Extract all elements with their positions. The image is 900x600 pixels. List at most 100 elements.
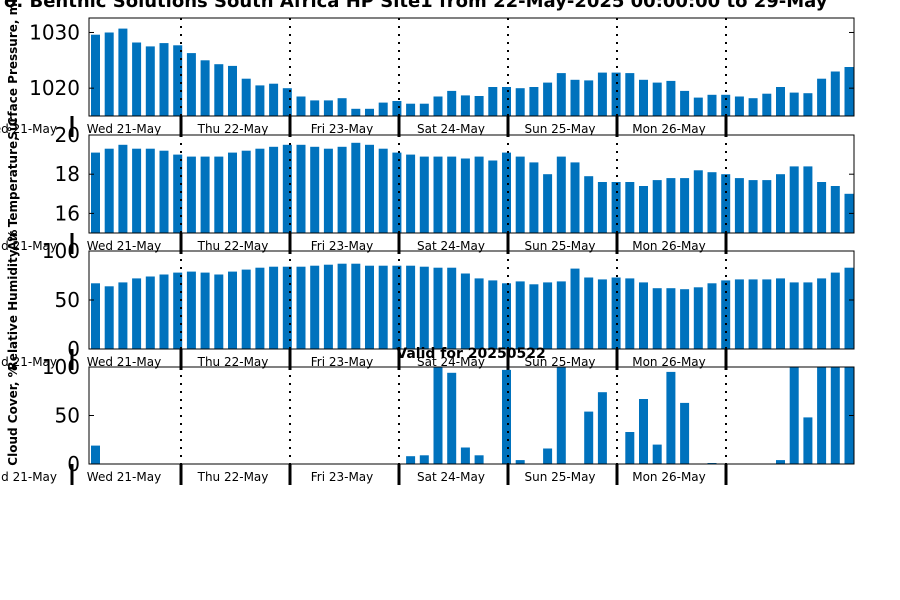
bar xyxy=(406,456,416,464)
bar xyxy=(474,96,484,116)
bar xyxy=(639,186,648,233)
bar xyxy=(145,148,155,233)
bar xyxy=(597,72,607,116)
bar xyxy=(214,274,224,349)
bar xyxy=(529,162,539,233)
bar xyxy=(844,267,854,349)
x-tick-label: Fri 23-May xyxy=(311,239,374,253)
bar xyxy=(639,79,648,116)
bar xyxy=(666,80,676,116)
bar xyxy=(666,288,676,349)
bar xyxy=(488,87,498,116)
bar xyxy=(173,154,183,233)
bar xyxy=(460,95,470,116)
y-tick-label: 20 xyxy=(55,123,80,147)
bar xyxy=(570,79,580,116)
bar xyxy=(652,82,662,116)
figure-title: o. Benthic Solutions South Africa HP Sit… xyxy=(4,0,828,12)
bar xyxy=(310,146,320,233)
bar xyxy=(406,265,416,349)
bar xyxy=(556,73,566,116)
bar xyxy=(652,180,662,233)
bar xyxy=(296,144,306,233)
bar xyxy=(597,279,607,349)
bar xyxy=(186,271,196,349)
y-tick-label: 1030 xyxy=(29,20,80,44)
bar xyxy=(419,455,429,464)
bar xyxy=(652,288,662,349)
bar xyxy=(310,265,320,349)
bar xyxy=(721,94,731,116)
x-tick-label: Mon 26-May xyxy=(632,355,706,369)
bar xyxy=(721,174,731,233)
bar xyxy=(145,276,155,349)
y-tick-label: 100 xyxy=(42,239,80,263)
bar xyxy=(515,88,525,116)
x-tick-label-edge: Wed 21-May xyxy=(0,122,57,136)
bar xyxy=(159,274,169,349)
bar xyxy=(474,156,484,233)
bar xyxy=(91,445,100,464)
bar xyxy=(707,283,717,349)
bar xyxy=(200,272,210,349)
bar xyxy=(789,282,799,349)
x-tick-label: Sun 25-May xyxy=(524,355,595,369)
bar xyxy=(132,148,142,233)
x-tick-label: Fri 23-May xyxy=(311,122,374,136)
bar xyxy=(228,65,237,116)
bar xyxy=(817,78,827,116)
bar xyxy=(502,152,511,233)
x-tick-label: Wed 21-May xyxy=(87,470,161,484)
x-tick-label: Mon 26-May xyxy=(632,239,706,253)
bar xyxy=(625,182,635,233)
bar xyxy=(282,88,292,116)
bar xyxy=(611,72,621,116)
chart-panel-4: 0 50 100 Wed 21-May Thu 22-May Fri 23-May Sat … xyxy=(1,346,855,485)
bar xyxy=(693,287,703,349)
bar xyxy=(159,43,169,116)
bar xyxy=(680,402,690,464)
bar xyxy=(529,87,539,116)
bar xyxy=(337,263,347,349)
bar xyxy=(830,367,840,464)
x-tick-label: Sun 25-May xyxy=(524,122,595,136)
bar xyxy=(186,156,196,233)
bar xyxy=(556,367,566,464)
bar xyxy=(159,150,169,233)
y-tick-label: 50 xyxy=(55,288,80,312)
bar xyxy=(789,166,799,233)
bar xyxy=(145,46,155,116)
bar xyxy=(680,289,690,349)
bar xyxy=(323,264,333,349)
bar xyxy=(392,265,402,349)
bar xyxy=(406,154,416,233)
bar xyxy=(817,278,827,349)
bar xyxy=(255,148,265,233)
bar xyxy=(515,156,525,233)
x-tick-label: Thu 22-May xyxy=(197,355,269,369)
x-tick-label: Sat 24-May xyxy=(417,470,485,484)
bar xyxy=(241,269,251,349)
bar xyxy=(392,101,402,116)
bar xyxy=(721,280,731,349)
bar xyxy=(419,156,429,233)
x-tick-label: Fri 23-May xyxy=(311,470,374,484)
bar xyxy=(543,282,553,349)
bar xyxy=(132,42,142,116)
bar xyxy=(776,460,785,464)
bar xyxy=(830,272,840,349)
bar xyxy=(803,166,813,233)
bar xyxy=(639,399,648,464)
bar xyxy=(666,371,676,464)
x-tick-label: Sun 25-May xyxy=(524,239,595,253)
bar xyxy=(680,90,690,116)
bar xyxy=(337,146,347,233)
x-tick-label: Thu 22-May xyxy=(197,470,269,484)
x-tick-label-edge: d 21-May xyxy=(1,470,57,484)
bar xyxy=(419,266,429,349)
chart-panel-3: 0 50 100 Wed 21-May Thu 22-May Fri 23-May Sat … xyxy=(1,230,855,370)
bar xyxy=(118,144,128,233)
bar xyxy=(748,98,758,116)
